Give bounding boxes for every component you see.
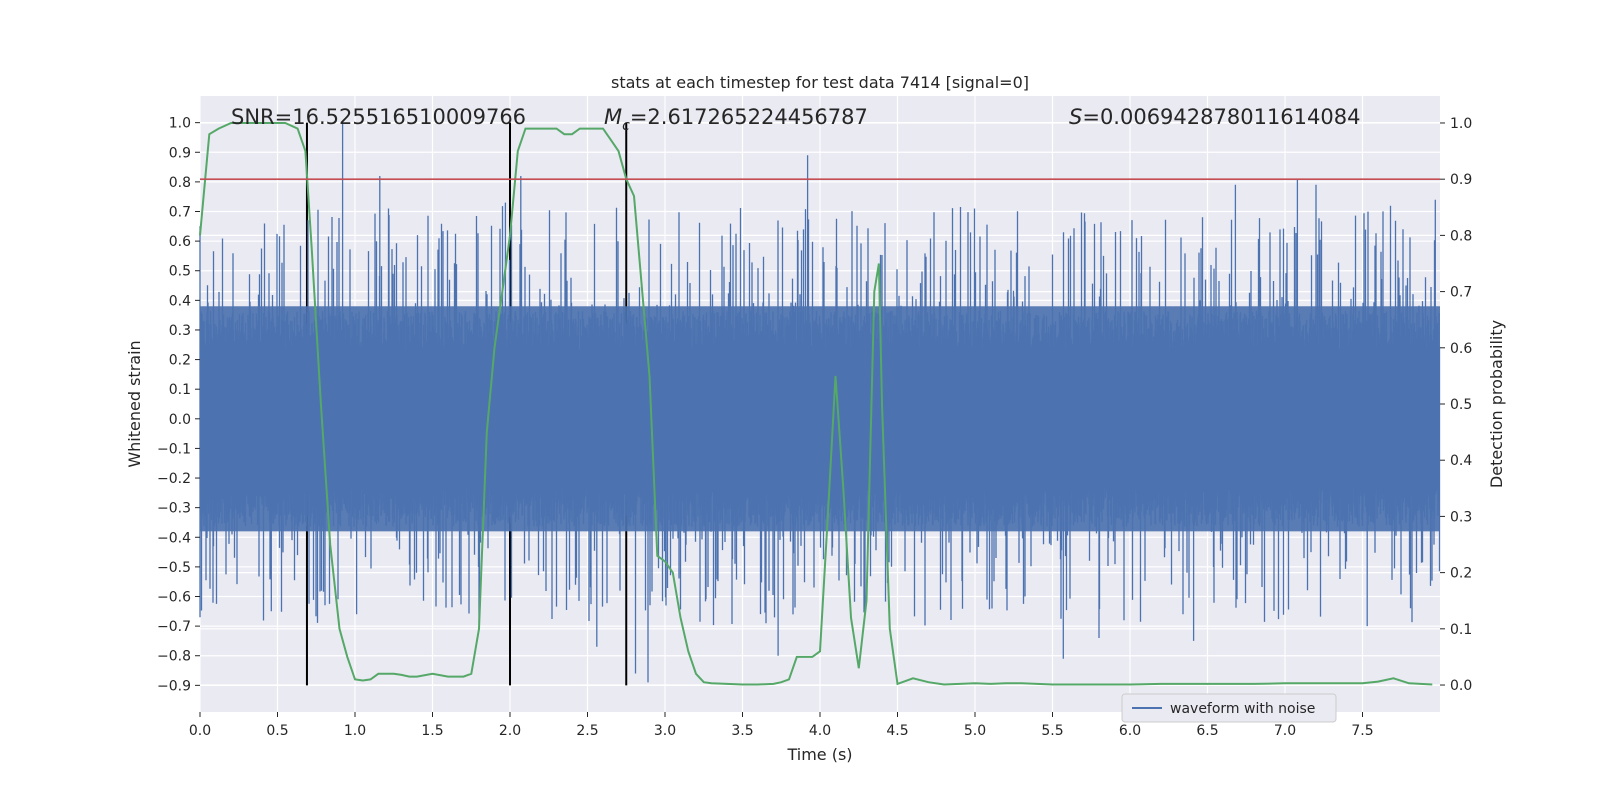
x-tick-label: 2.0 (499, 723, 521, 739)
y-tick-label: 0.0 (169, 412, 191, 428)
x-tick-label: 0.0 (189, 723, 211, 739)
probability-line (199, 122, 1433, 686)
x-tick-label: 2.5 (576, 723, 598, 739)
x-tick-label: 7.0 (1274, 723, 1296, 739)
y-tick-label: 0.4 (169, 293, 191, 309)
x-axis-label: Time (s) (786, 745, 852, 764)
y-tick-label: −0.7 (157, 619, 191, 635)
y-tick-label: −0.6 (157, 590, 191, 606)
x-tick-label: 4.5 (886, 723, 908, 739)
x-tick-label: 6.0 (1119, 723, 1141, 739)
chart-title: stats at each timestep for test data 741… (611, 73, 1029, 92)
y2-tick-label: 0.9 (1450, 172, 1472, 188)
y-tick-label: −0.1 (157, 441, 191, 457)
y-tick-label: 0.6 (169, 234, 191, 250)
y2-tick-label: 0.0 (1450, 678, 1472, 694)
x-tick-label: 5.5 (1041, 723, 1063, 739)
y2-tick-label: 0.6 (1450, 341, 1472, 357)
y-tick-label: −0.9 (157, 678, 191, 694)
y-tick-label: 1.0 (169, 116, 191, 132)
x-tick-label: 3.5 (731, 723, 753, 739)
snr-annotation: SNR=16.525516510009766 (231, 105, 526, 129)
y2-tick-label: 0.3 (1450, 509, 1472, 525)
legend-box (1121, 693, 1337, 723)
x-tick-label: 4.0 (809, 723, 831, 739)
y2-tick-label: 0.7 (1450, 285, 1472, 301)
probability-series (199, 122, 1433, 686)
x-tick-label: 3.0 (654, 723, 676, 739)
y-tick-label: 0.3 (169, 323, 191, 339)
y-tick-label: 0.1 (169, 382, 191, 398)
y2-axis-label: Detection probability (1487, 320, 1506, 488)
y-tick-label: −0.3 (157, 501, 191, 517)
y-tick-label: 0.9 (169, 145, 191, 161)
y2-tick-label: 1.0 (1450, 116, 1472, 132)
legend: waveform with noise (1121, 693, 1337, 723)
x-tick-label: 1.5 (421, 723, 443, 739)
waveform-line (199, 122, 1441, 683)
y-axis-label: Whitened strain (125, 340, 144, 467)
y-tick-label: −0.2 (157, 471, 191, 487)
y-tick-label: −0.5 (157, 560, 191, 576)
x-tick-label: 5.0 (964, 723, 986, 739)
y2-tick-label: 0.1 (1450, 622, 1472, 638)
x-tick-label: 1.0 (344, 723, 366, 739)
y-tick-label: 0.5 (169, 264, 191, 280)
s-value: =0.006942878011614084 (1082, 105, 1360, 129)
y2-tick-label: 0.8 (1450, 228, 1472, 244)
chirp-mass-symbol: M (604, 105, 622, 129)
x-tick-label: 7.5 (1351, 723, 1373, 739)
y-tick-label: 0.8 (169, 175, 191, 191)
chirp-mass-value: =2.617265224456787 (630, 105, 868, 129)
y2-tick-label: 0.2 (1450, 566, 1472, 582)
y-tick-label: −0.4 (157, 530, 191, 546)
y-tick-label: 0.2 (169, 353, 191, 369)
axis-ticks: 0.0 0.5 1.0 1.5 2.0 2.5 3.0 3.5 4.0 4.5 5.0 5.5 6.0 6… (157, 116, 1472, 739)
s-symbol: S (1069, 105, 1082, 129)
chirp-mass-subscript: c (622, 118, 630, 134)
x-tick-label: 0.5 (266, 723, 288, 739)
y-tick-label: 0.7 (169, 205, 191, 221)
legend-label-waveform: waveform with noise (1170, 701, 1315, 717)
s-annotation: S=0.006942878011614084 (1069, 105, 1360, 129)
x-tick-label: 6.5 (1196, 723, 1218, 739)
y2-tick-label: 0.4 (1450, 453, 1472, 469)
y2-tick-label: 0.5 (1450, 397, 1472, 413)
waveform-series (199, 122, 1441, 683)
y-tick-label: −0.8 (157, 649, 191, 665)
chirp-mass-annotation: Mc=2.617265224456787 (604, 105, 868, 134)
